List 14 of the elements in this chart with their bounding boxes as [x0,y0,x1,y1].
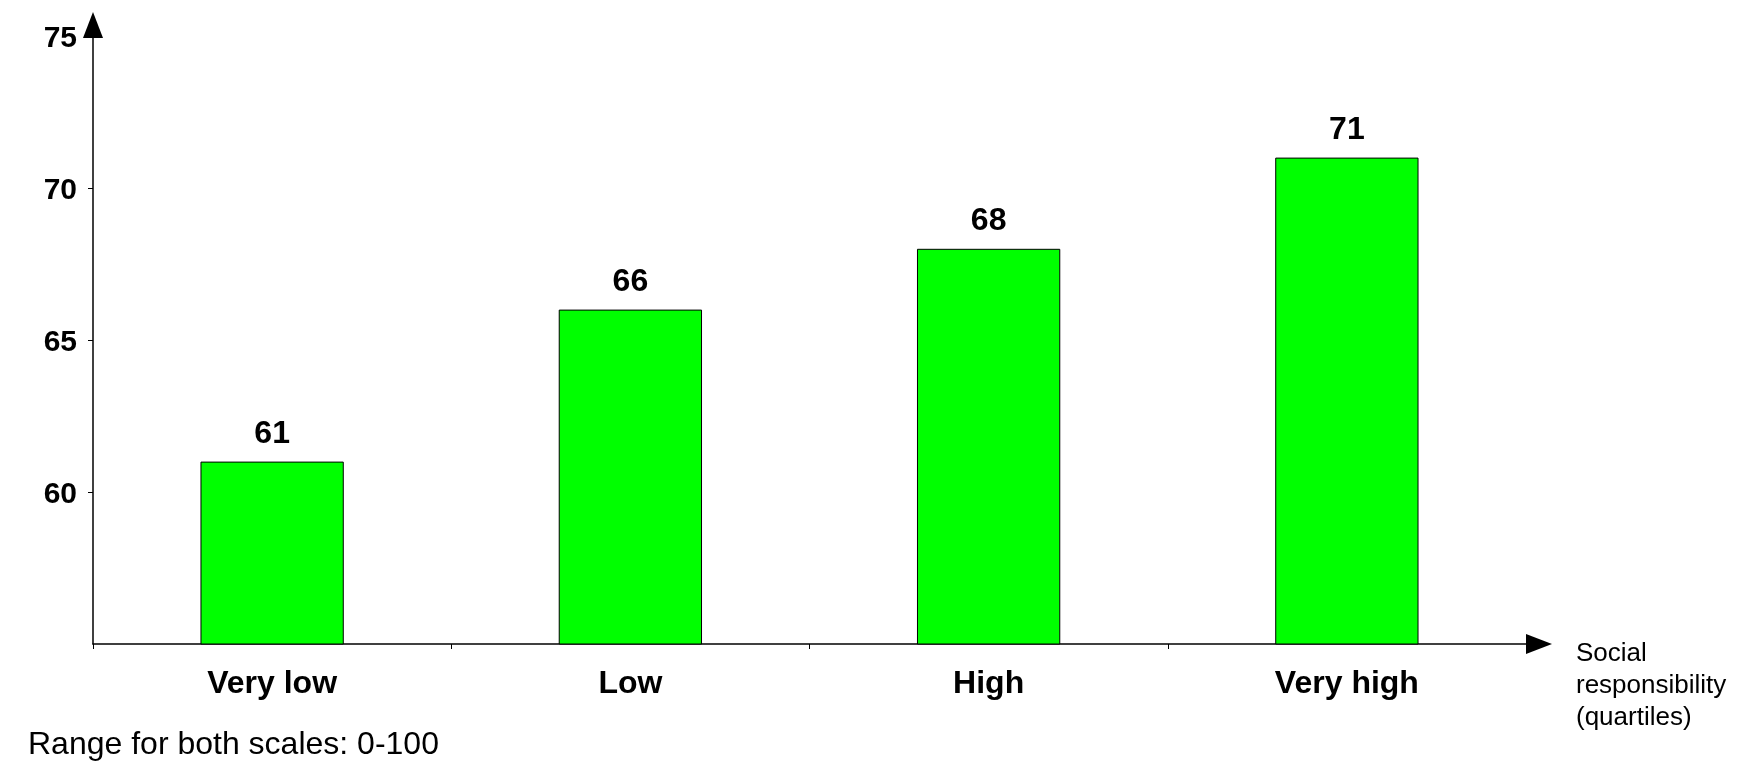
x-tick-label: Very high [1274,664,1419,700]
x-tick-label: Very low [207,664,338,700]
x-tick-label: High [953,664,1025,700]
data-label: 61 [254,413,290,450]
x-axis-title: Social responsibility (quartiles) [1576,637,1727,731]
data-label: 68 [970,200,1007,237]
data-label: 71 [1329,109,1365,146]
text: Range for both scales: 0-100 [28,725,439,761]
y-tick-label: 70 [43,171,77,205]
x-tick-label: Low [598,664,663,700]
y-tick-label: 65 [43,323,77,357]
data-label: 66 [612,261,649,298]
y-tick-label: 60 [43,475,77,509]
y-tick-label: 75 [43,19,77,53]
